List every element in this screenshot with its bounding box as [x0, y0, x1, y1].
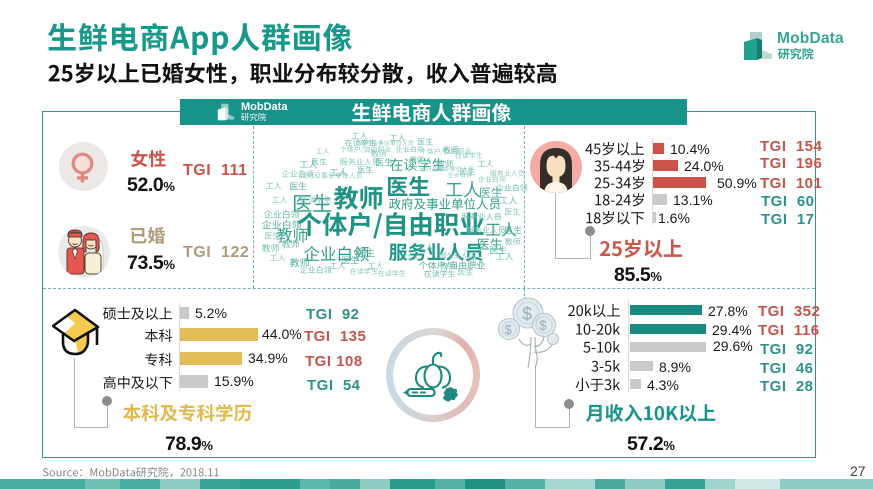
svg-text:$: $ — [539, 317, 547, 333]
svg-text:$: $ — [522, 304, 532, 324]
svg-text:$: $ — [505, 322, 513, 337]
